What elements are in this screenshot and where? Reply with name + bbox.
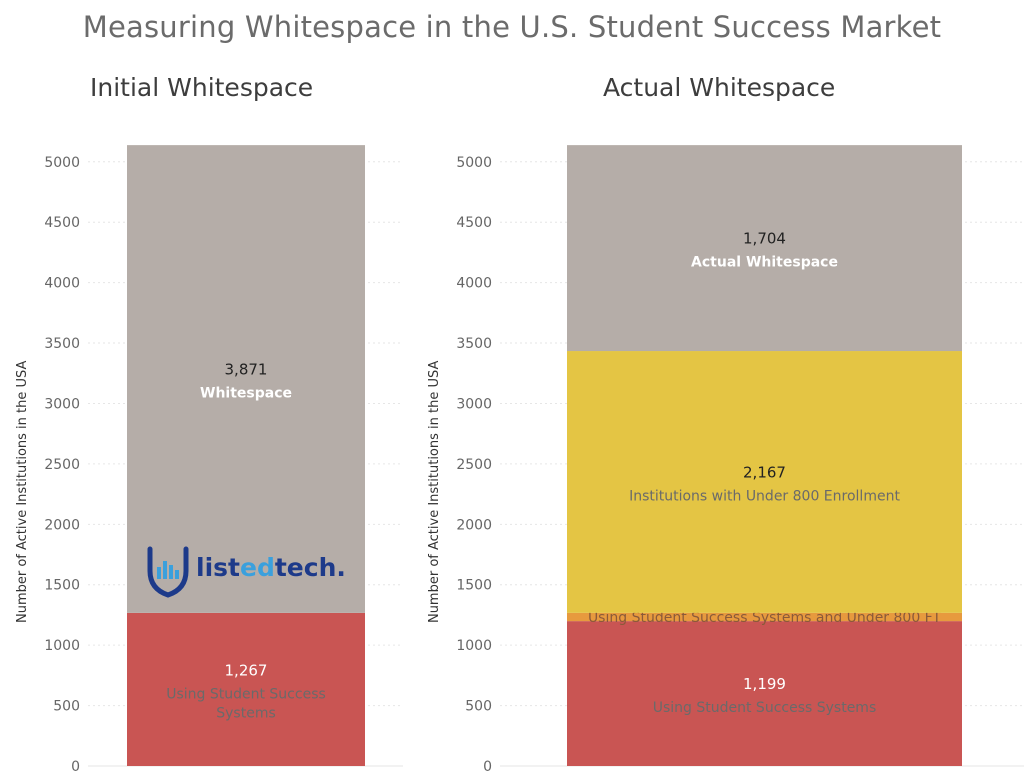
y-tick-label: 3000 — [44, 396, 80, 412]
y-tick-label: 3000 — [456, 396, 492, 412]
segment-label: Systems — [216, 705, 276, 721]
y-tick-label: 4500 — [44, 215, 80, 231]
y-tick-label: 1000 — [44, 638, 80, 654]
logo-text-dot: . — [336, 553, 346, 582]
y-tick-label: 2500 — [456, 457, 492, 473]
y-tick-label: 4000 — [44, 276, 80, 292]
y-tick-label: 0 — [483, 759, 492, 775]
y-tick-label: 5000 — [44, 155, 80, 171]
bar-segment — [567, 351, 962, 613]
y-axis-label: Number of Active Institutions in the USA — [427, 361, 442, 624]
y-tick-label: 500 — [465, 699, 492, 715]
bar-segment — [127, 612, 365, 766]
segment-label: Using Student Success Systems — [653, 700, 877, 716]
segment-label: Whitespace — [200, 386, 292, 402]
y-tick-label: 1500 — [456, 578, 492, 594]
bar-segment — [567, 612, 962, 622]
chart-title: Measuring Whitespace in the U.S. Student… — [82, 10, 942, 44]
panel-title: Initial Whitespace — [90, 73, 313, 102]
y-axis-label: Number of Active Institutions in the USA — [15, 361, 30, 624]
segment-value: 1,199 — [743, 675, 786, 693]
segment-label: Institutions with Under 800 Enrollment — [629, 488, 900, 504]
bar-segment — [567, 145, 962, 352]
listedtech-logo: listedtech. — [146, 545, 356, 599]
y-tick-label: 500 — [53, 699, 80, 715]
y-tick-label: 2000 — [44, 517, 80, 533]
segment-label: Actual Whitespace — [691, 255, 838, 271]
segment-label: Using Student Success Systems and Under … — [588, 610, 942, 626]
y-tick-label: 0 — [71, 759, 80, 775]
logo-wordmark: listedtech. — [196, 553, 346, 582]
y-tick-label: 2500 — [44, 457, 80, 473]
y-tick-label: 1000 — [456, 638, 492, 654]
y-tick-label: 4000 — [456, 276, 492, 292]
y-tick-label: 5000 — [456, 155, 492, 171]
segment-value: 1,267 — [225, 661, 268, 679]
panel-title: Actual Whitespace — [603, 73, 835, 102]
segment-label: Using Student Success — [166, 686, 326, 702]
y-tick-label: 3500 — [456, 336, 492, 352]
logo-text-ed: ed — [239, 553, 275, 582]
bar-segment — [127, 145, 365, 613]
segment-value: 2,167 — [743, 463, 786, 481]
y-tick-label: 3500 — [44, 336, 80, 352]
y-tick-label: 2000 — [456, 517, 492, 533]
y-tick-label: 4500 — [456, 215, 492, 231]
segment-value: 3,871 — [225, 361, 268, 379]
bar-segment — [567, 621, 962, 766]
logo-text-tech: tech — [274, 553, 337, 582]
y-tick-label: 1500 — [44, 578, 80, 594]
logo-text-list: list — [196, 553, 240, 582]
shield-icon — [147, 546, 189, 598]
segment-value: 1,704 — [743, 230, 786, 248]
